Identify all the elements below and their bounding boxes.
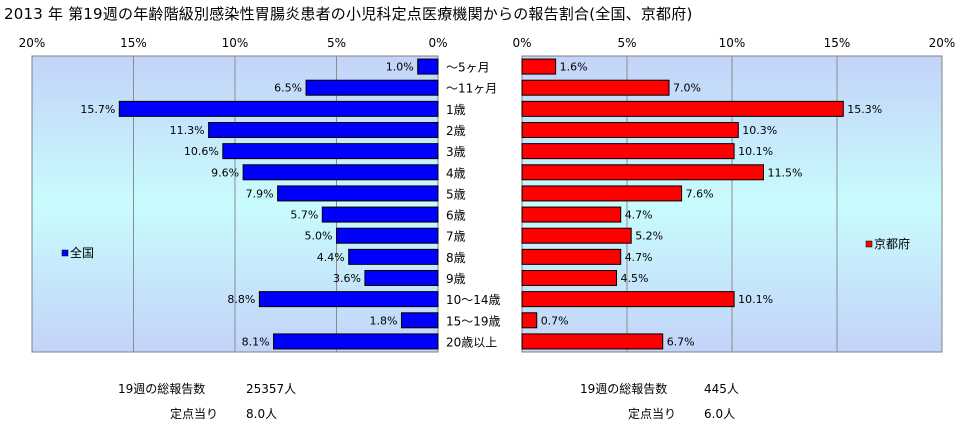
bar-national — [222, 143, 439, 160]
data-label-national: 1.0% — [386, 61, 414, 74]
bar-national — [321, 206, 439, 223]
bar-kyoto — [521, 291, 735, 308]
data-label-kyoto: 7.0% — [673, 82, 701, 95]
legend-swatch-kyoto — [865, 240, 873, 248]
bar-kyoto — [521, 333, 664, 350]
category-label: 5歳 — [446, 187, 466, 201]
bar-kyoto — [521, 164, 764, 181]
data-label-kyoto: 11.5% — [768, 166, 803, 179]
data-label-kyoto: 7.6% — [686, 187, 714, 200]
x-tick-label-right: 5% — [617, 36, 636, 50]
data-label-kyoto: 10.3% — [742, 124, 777, 137]
bar-national — [277, 185, 439, 202]
national-total-value: 25357人 — [246, 382, 297, 396]
bar-national — [118, 100, 439, 117]
data-label-kyoto: 1.6% — [560, 61, 588, 74]
kyoto-total-value: 445人 — [704, 382, 739, 396]
category-label: 10～14歳 — [446, 293, 501, 307]
data-label-kyoto: 4.7% — [625, 251, 653, 264]
national-per-label: 定点当り — [170, 407, 219, 421]
x-tick-label-left: 20% — [19, 36, 46, 50]
bar-kyoto — [521, 227, 632, 244]
category-label: 15～19歳 — [446, 314, 501, 328]
category-label: 4歳 — [446, 166, 466, 180]
kyoto-total-label: 19週の総報告数 — [580, 382, 668, 396]
bar-kyoto — [521, 312, 538, 329]
bar-national — [305, 79, 439, 96]
data-label-national: 9.6% — [211, 166, 239, 179]
category-label: 2歳 — [446, 124, 466, 138]
data-label-national: 1.8% — [370, 314, 398, 327]
data-label-kyoto: 6.7% — [667, 335, 695, 348]
category-label: 7歳 — [446, 230, 466, 244]
data-label-kyoto: 0.7% — [541, 314, 569, 327]
bar-national — [364, 270, 439, 286]
data-label-national: 5.7% — [290, 209, 318, 222]
data-label-national: 15.7% — [80, 103, 115, 116]
data-label-national: 8.8% — [227, 293, 255, 306]
data-label-national: 6.5% — [274, 82, 302, 95]
data-label-kyoto: 4.7% — [625, 209, 653, 222]
bar-national — [417, 58, 439, 75]
bar-kyoto — [521, 206, 622, 223]
bar-national — [336, 227, 439, 244]
category-label: 9歳 — [446, 272, 466, 286]
bar-national — [400, 312, 439, 329]
data-label-national: 11.3% — [170, 124, 205, 137]
data-label-national: 10.6% — [184, 145, 219, 158]
bar-national — [242, 164, 439, 181]
data-label-kyoto: 10.1% — [738, 293, 773, 306]
data-label-kyoto: 5.2% — [635, 230, 663, 243]
x-tick-label-left: 15% — [120, 36, 147, 50]
category-label: 20歳以上 — [446, 335, 497, 349]
x-tick-label-right: 0% — [512, 36, 531, 50]
national-total-label: 19週の総報告数 — [118, 382, 206, 396]
category-label: 8歳 — [446, 251, 466, 265]
category-label: ～11ヶ月 — [446, 82, 497, 96]
bar-kyoto — [521, 270, 617, 286]
data-label-kyoto: 4.5% — [621, 272, 649, 285]
bar-national — [348, 248, 439, 265]
x-tick-label-right: 15% — [824, 36, 851, 50]
category-label: ～5ヶ月 — [446, 61, 490, 75]
data-label-national: 3.6% — [333, 272, 361, 285]
legend-label-national: 全国 — [70, 245, 94, 260]
category-label: 1歳 — [446, 103, 466, 117]
bar-kyoto — [521, 58, 557, 75]
bar-national — [273, 333, 439, 350]
national-per-value: 8.0人 — [246, 407, 278, 421]
data-label-national: 4.4% — [317, 251, 345, 264]
x-tick-label-right: 20% — [929, 36, 956, 50]
x-tick-label-left: 0% — [428, 36, 447, 50]
bar-kyoto — [521, 122, 739, 138]
kyoto-per-value: 6.0人 — [704, 407, 736, 421]
legend-label-kyoto: 京都府 — [874, 236, 910, 251]
x-tick-label-left: 10% — [222, 36, 249, 50]
data-label-kyoto: 10.1% — [738, 145, 773, 158]
x-tick-label-right: 10% — [719, 36, 746, 50]
chart-title: 2013 年 第19週の年齢階級別感染性胃腸炎患者の小児科定点医療機関からの報告… — [4, 5, 693, 23]
bar-kyoto — [521, 248, 622, 265]
legend-swatch-national — [61, 249, 69, 257]
x-tick-label-left: 5% — [327, 36, 346, 50]
data-label-national: 7.9% — [246, 187, 274, 200]
data-label-national: 8.1% — [242, 335, 270, 348]
bar-kyoto — [521, 185, 683, 202]
category-label: 3歳 — [446, 145, 466, 159]
data-label-kyoto: 15.3% — [847, 103, 882, 116]
bar-kyoto — [521, 79, 670, 96]
category-label: 6歳 — [446, 209, 466, 223]
bar-national — [208, 122, 439, 138]
bar-national — [258, 291, 439, 308]
bar-kyoto — [521, 100, 844, 117]
bar-kyoto — [521, 143, 735, 160]
kyoto-per-label: 定点当り — [628, 407, 677, 421]
data-label-national: 5.0% — [305, 230, 333, 243]
